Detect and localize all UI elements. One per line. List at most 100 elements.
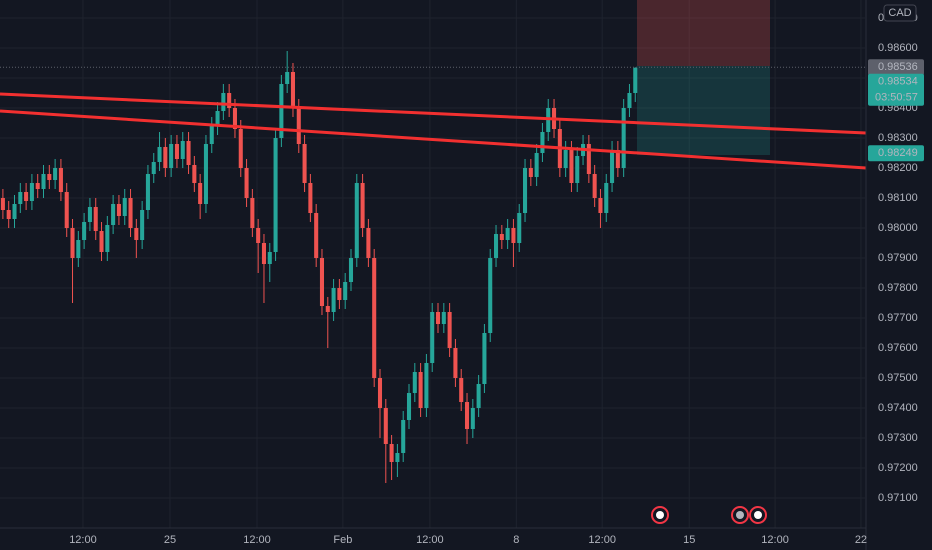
candle-body [610,150,615,183]
x-tick-label: 12:00 [69,534,97,546]
candle-body [134,228,139,240]
candle-body [128,198,133,228]
y-tick-label: 0.97500 [878,372,918,384]
event-icons [651,506,767,524]
candle-body [151,162,156,174]
candle-body [163,147,168,168]
candle-body [633,67,638,93]
candle-body [470,408,475,429]
candle-body [615,150,620,168]
event-icon[interactable] [749,506,767,524]
candle-body [331,288,336,312]
event-icon[interactable] [651,506,669,524]
candle-body [401,420,406,453]
candle-body [82,222,87,240]
target-zone [637,66,770,155]
candle-body [238,129,243,168]
candle-body [256,228,261,243]
candle-body [389,444,394,462]
candle-body [523,168,528,213]
candle-body [35,183,40,189]
candle-body [58,168,63,192]
candle-body [412,372,417,393]
y-tick-label: 0.98200 [878,162,918,174]
event-icon[interactable] [731,506,749,524]
candle-body [76,240,81,258]
candle-body [250,198,255,228]
trend-line [0,92,867,135]
candle-body [140,210,145,240]
candle-body [209,126,214,144]
candle-body [290,72,296,108]
candle-body [575,156,580,183]
candle-body [453,348,458,378]
candle-body [447,312,452,348]
candle-body [377,378,383,408]
x-tick-label: 12:00 [588,534,616,546]
candle-body [122,198,127,216]
candle-body [0,198,5,210]
x-tick-label: 15 [683,534,695,546]
candle-body [540,132,545,153]
candle-body [232,108,237,129]
candle-body [406,393,412,420]
grid [0,0,865,528]
candle-body [296,108,301,144]
candle-body [174,144,179,159]
x-tick-label: 22 [855,534,867,546]
candle-body [186,141,191,165]
candle-body [279,84,284,138]
candle-body [18,192,23,204]
y-tick-label: 0.98100 [878,192,918,204]
y-tick-label: 0.98000 [878,222,918,234]
level-tag [868,145,924,162]
candle-body [273,138,278,252]
last-price-tag [868,73,924,106]
candle-body [476,384,481,408]
candle-body [308,183,313,213]
candle-body [70,228,75,258]
candle-body [604,183,609,213]
candle-body [267,252,272,264]
candle-body [430,312,435,363]
candle-body [493,234,499,258]
y-tick-label: 0.97300 [878,432,918,444]
event-icon-flag [754,511,762,519]
countdown-label: 03:50:57 [875,92,918,104]
candle-body [627,93,632,108]
candle-body [598,198,603,213]
candle-body [563,150,568,168]
candle-body [285,72,290,84]
y-tick-label: 0.98600 [878,42,918,54]
candle-body [105,225,110,252]
y-tick-label: 0.98300 [878,132,918,144]
candle-body [314,213,319,258]
candle-body [198,183,203,204]
currency-label: CAD [888,7,911,19]
axis: 0.97100 0.97200 0.97300 0.97400 0.97500 0.976… [0,12,924,546]
candle-body [64,192,69,228]
level-label: 0.98249 [878,147,918,159]
candle-body [221,93,226,111]
candle-body [459,378,464,402]
candle-body [169,144,174,168]
candle-body [87,207,92,222]
candle-body [12,204,17,219]
candle-body [395,453,400,462]
candle-body [528,168,533,177]
candle-body [592,174,597,198]
candle-body [111,204,116,225]
y-tick-label: 0.97700 [878,312,918,324]
candle-body [157,147,162,162]
candle-body [192,165,197,183]
candle-body [41,174,46,189]
candle-body [517,213,522,243]
candle-body [53,168,58,180]
candle-body [203,144,208,204]
y-tick-label: 0.97400 [878,402,918,414]
candle-body [180,141,185,159]
currency-badge[interactable] [883,4,917,22]
x-tick-label: Feb [333,534,352,546]
candle-body [116,204,121,216]
candle-body [569,150,574,183]
